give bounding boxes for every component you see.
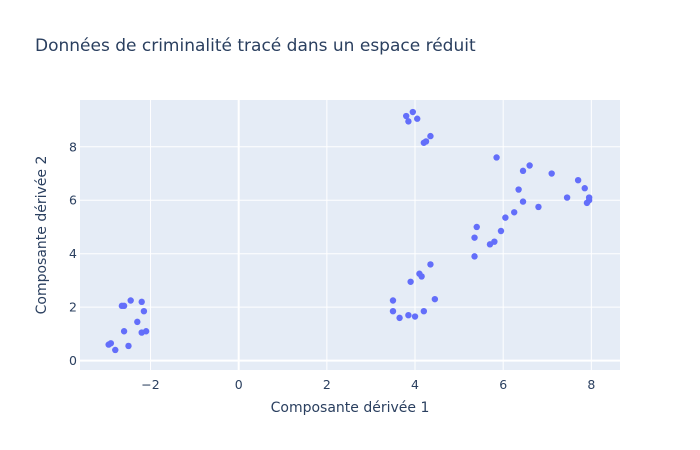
data-point [403,112,410,120]
y-tick-label: 6 [69,193,77,208]
data-point [118,302,126,310]
chart-title: Données de criminalité tracé dans un esp… [35,36,476,56]
y-tick-label: 2 [69,300,77,315]
data-point [526,162,533,169]
data-point [405,118,412,125]
data-point [431,295,439,303]
data-point [420,139,428,146]
data-point [471,234,478,241]
x-tick-label: 8 [587,377,595,392]
data-point [519,198,527,205]
data-point [581,185,588,192]
data-point [427,261,434,268]
plot-background [80,100,620,370]
data-point [127,297,134,304]
data-point [427,132,434,140]
data-point [511,209,518,216]
x-tick-label: 0 [235,377,243,392]
data-point [497,227,505,235]
data-point [471,253,478,260]
data-point [416,270,423,277]
x-tick-label: −2 [141,377,159,392]
y-tick-label: 0 [69,353,77,368]
data-point [411,313,419,320]
data-point [409,108,417,116]
data-point [134,318,141,326]
x-axis-title: Composante dérivée 1 [271,400,430,416]
y-tick-label: 8 [69,139,77,154]
data-point [107,340,115,347]
data-point [405,311,412,319]
data-point [140,307,148,315]
data-point [493,154,500,161]
data-point [491,238,498,245]
data-point [574,176,582,184]
data-point [420,307,428,315]
data-point [535,203,542,211]
data-point [548,170,555,177]
y-axis-title: Composante dérivée 2 [34,156,50,315]
data-point [120,328,128,335]
data-point [396,314,403,322]
data-point [502,214,509,221]
data-point [563,194,571,201]
x-tick-label: 2 [323,377,331,392]
x-tick-label: 4 [411,377,419,392]
data-point [414,115,421,122]
data-point [389,307,397,315]
data-point [519,167,527,175]
data-point [585,197,593,204]
data-point [473,223,480,231]
data-point [389,297,397,304]
data-point [112,346,119,354]
data-point [125,342,132,350]
data-point [142,328,150,335]
grid-lines [80,100,620,370]
data-point [515,186,522,193]
data-point [407,278,414,285]
x-tick-label: 6 [499,377,507,392]
y-tick-label: 4 [69,246,77,261]
data-points [105,108,593,354]
data-point [138,298,145,306]
tick-labels: −2 0 2 4 6 8 0 2 4 6 8 [69,139,595,392]
